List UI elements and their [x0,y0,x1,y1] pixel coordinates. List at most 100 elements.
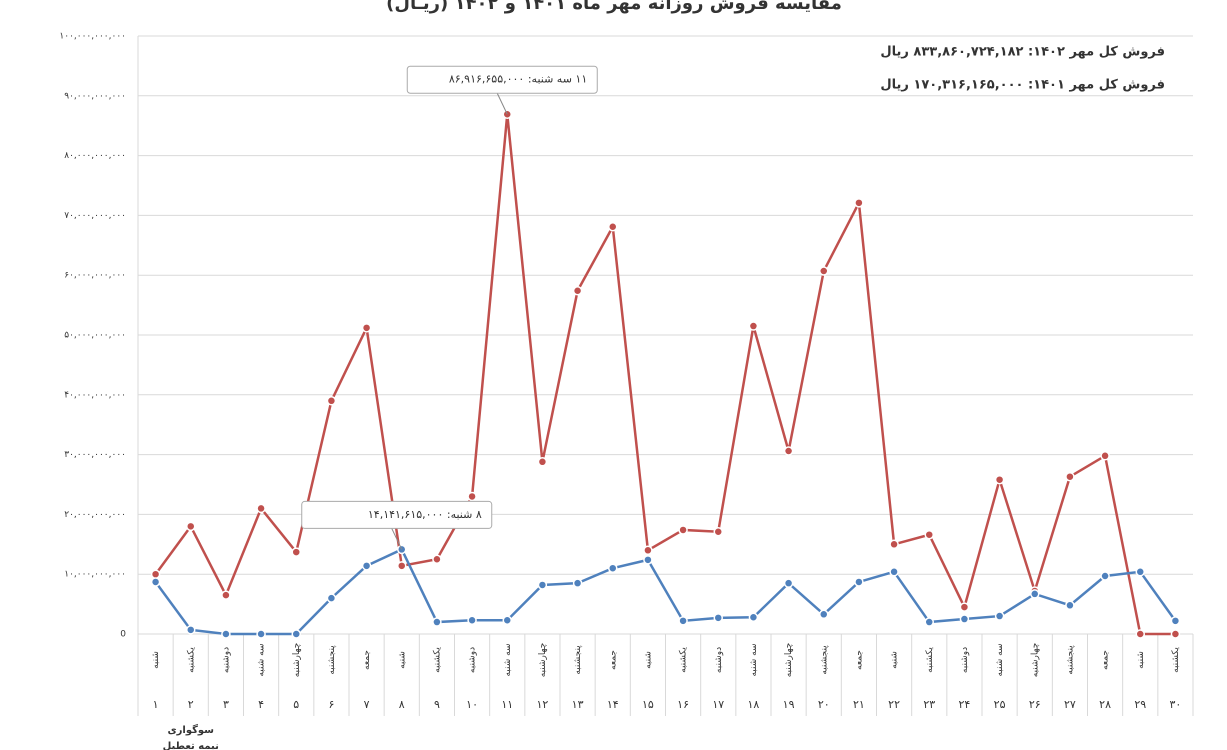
day-label: ۲۹ [1134,698,1146,711]
point [713,526,723,537]
x-tick-label: یکشنبه [186,647,196,673]
point [537,457,548,467]
x-tick-label: یکشنبه [679,647,689,673]
x-tick-label: پنجشنبه [819,645,829,675]
y-tick-label: ۹۰,۰۰۰,۰۰۰,۰۰۰ [64,91,126,101]
x-tick-label: جمعه [1101,650,1111,670]
point [783,446,794,456]
point [994,611,1005,621]
point [361,561,372,571]
point [889,567,899,577]
point [1100,571,1110,581]
y-tick-label: ۲۰,۰۰۰,۰۰۰,۰۰۰ [64,510,126,520]
point [1170,629,1181,639]
x-tick-label: سه شنبه [257,643,267,676]
point [889,539,899,550]
day-label: ۲۴ [959,698,971,711]
day-label: ۳ [223,698,229,711]
x-tick-label: چهارشنبه [538,643,548,678]
day-label: ۲۰ [818,698,830,711]
y-tick-label: ۵۰,۰۰۰,۰۰۰,۰۰۰ [64,331,126,341]
point [186,521,196,532]
point [1135,567,1145,577]
x-tick-label: شنبه [151,651,161,669]
point [1135,629,1145,639]
day-label: ۴ [258,698,264,711]
x-tick-label: سه شنبه [503,643,513,676]
day-label: ۲۶ [1029,698,1041,711]
x-tick-label: چهارشنبه [1030,643,1040,678]
point [256,629,266,639]
point [502,615,512,625]
x-tick-label: پنجشنبه [327,645,337,675]
point [467,615,477,625]
callout-line [496,93,508,115]
y-tick-label: ۳۰,۰۰۰,۰۰۰,۰۰۰ [64,450,126,460]
callout-box [301,500,493,529]
point [186,625,196,635]
day-label: ۲ [188,698,194,711]
callout-line [391,528,403,550]
point [608,222,618,232]
day-label: ۱۴ [607,698,619,711]
y-tick-label: ۴۰,۰۰۰,۰۰۰,۰۰۰ [64,390,126,400]
y-tick-label: ۱۰۰,۰۰۰,۰۰۰,۰۰۰ [59,32,126,42]
point [713,613,723,623]
point [572,285,583,296]
point [854,198,864,208]
point [783,578,794,588]
point [326,396,337,406]
day-label: ۲۲ [888,698,900,711]
x-tick-label: شنبه [397,651,407,669]
series-line [154,114,1176,636]
x-tick-label: شنبه [643,651,653,669]
point [924,617,934,627]
point [678,525,688,535]
day-label: ۲۳ [923,698,935,711]
point [924,529,934,540]
series-line [154,547,1177,636]
day-label: ۵ [293,698,299,711]
point [221,629,231,639]
day-label: ۱۵ [642,698,654,711]
point [572,578,583,588]
point [291,547,301,557]
x-tick-label: دوشنبه [714,647,724,673]
x-tick-label: دوشنبه [221,647,231,673]
point [432,554,442,564]
y-tick-label: ۱۰,۰۰۰,۰۰۰,۰۰۰ [64,570,126,580]
x-tick-label: شنبه [890,651,900,669]
day-label: ۱۸ [748,698,760,711]
day-label: ۸ [399,698,405,711]
x-tick-label: سه شنبه [749,643,759,676]
point [748,612,759,623]
point [1170,616,1181,626]
y-tick-label: ۸۰,۰۰۰,۰۰۰,۰۰۰ [64,151,126,161]
legend-entry: فروش کل مهر ۱۴۰۱: ۱۷۰,۳۱۶,۱۶۵,۰۰۰ ریال [880,78,1165,93]
y-tick-label: ۷۰,۰۰۰,۰۰۰,۰۰۰ [64,211,126,221]
day-label: ۲۱ [853,698,865,711]
point [361,323,372,333]
x-tick-label: یکشنبه [925,647,935,673]
point [608,563,618,573]
x-tick-label: چهارشنبه [292,643,302,678]
day-label: ۳۰ [1170,698,1182,711]
x-tick-label: یکشنبه [1171,647,1181,673]
point [467,491,477,502]
legend-entry: فروش کل مهر ۱۴۰۲: ۸۳۳,۸۶۰,۷۲۴,۱۸۲ ریال [880,45,1165,60]
point [432,617,442,627]
point [1100,451,1110,461]
x-tick-label: یکشنبه [432,647,442,673]
day-label: ۶ [328,698,334,711]
point [291,629,301,639]
point [643,545,653,556]
point [854,577,864,587]
point [819,609,829,620]
point [150,577,161,587]
y-tick-label: 0 [120,630,126,640]
day-label: ۷ [364,698,370,711]
point [678,616,688,626]
x-tick-label: جمعه [854,650,864,670]
day-label: ۱۷ [712,698,724,711]
